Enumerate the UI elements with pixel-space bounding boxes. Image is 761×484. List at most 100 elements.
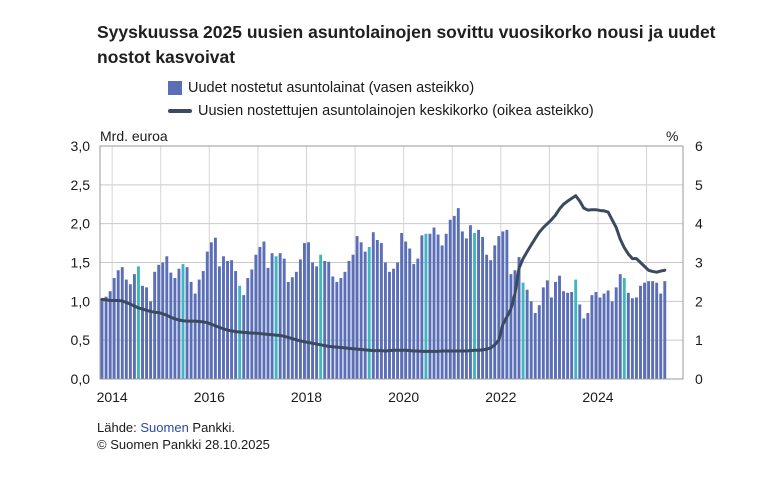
bar — [254, 254, 258, 379]
bar — [464, 238, 468, 379]
x-tick-label: 2014 — [97, 389, 128, 405]
bar — [149, 301, 153, 379]
legend-label-line: Uusien nostettujen asuntolainojen keskik… — [198, 103, 594, 119]
bar — [448, 219, 452, 379]
bar — [537, 305, 541, 379]
bar — [400, 232, 404, 379]
left-tick-label: 3,0 — [71, 138, 91, 154]
bar — [554, 281, 557, 379]
bar — [270, 253, 274, 379]
bar — [120, 267, 124, 379]
bar — [408, 248, 412, 379]
axes-layer: 0,0 0,5 1,0 1,5 2,0 2,5 3,0 0 1 2 3 4 5 6 2014 2016 2018… — [71, 138, 703, 405]
bar — [278, 253, 282, 379]
bar — [230, 260, 234, 379]
bar — [533, 312, 537, 379]
bar — [659, 293, 663, 379]
bar — [497, 236, 501, 379]
bar — [286, 281, 290, 379]
bar — [213, 237, 217, 379]
bar — [197, 279, 201, 379]
bar — [108, 291, 112, 379]
bar — [594, 292, 598, 379]
bar — [541, 287, 545, 379]
legend-item-line: Uusien nostettujen asuntolainojen keskik… — [168, 103, 594, 119]
bar — [132, 274, 136, 379]
bar — [217, 266, 221, 379]
right-tick-label: 0 — [695, 371, 703, 387]
bar — [246, 278, 250, 379]
source-label: Lähde: — [97, 420, 141, 435]
bar — [501, 231, 505, 379]
bar — [124, 279, 128, 379]
bar — [177, 268, 181, 379]
bar — [290, 277, 294, 379]
bar — [643, 282, 646, 379]
legend-swatch-line — [168, 109, 192, 113]
bar — [477, 229, 481, 379]
bar — [266, 267, 270, 379]
bar — [307, 242, 310, 379]
bar — [578, 304, 582, 379]
left-tick-label: 0,5 — [71, 332, 91, 348]
bar — [201, 271, 205, 379]
bar — [323, 260, 327, 379]
bar — [634, 297, 638, 379]
bar — [359, 242, 363, 379]
chart-title: Syyskuussa 2025 uusien asuntolainojen so… — [97, 22, 716, 67]
bar — [570, 292, 574, 379]
bar — [468, 225, 472, 379]
bar — [626, 292, 630, 379]
bar — [165, 256, 169, 379]
bar — [209, 242, 213, 379]
bar — [598, 297, 602, 379]
x-tick-label: 2024 — [582, 389, 613, 405]
bar — [416, 258, 420, 379]
rate-line — [100, 194, 667, 353]
bar — [420, 235, 424, 379]
bar — [545, 280, 549, 379]
bar — [343, 271, 347, 379]
bar — [141, 285, 144, 379]
bar — [618, 274, 622, 379]
bar — [367, 246, 371, 379]
x-tick-label: 2020 — [388, 389, 419, 405]
source-note: Lähde: Suomen Pankki. — [97, 420, 235, 435]
bar — [663, 281, 667, 379]
bar — [412, 264, 416, 379]
bar — [517, 257, 521, 379]
x-tick-label: 2018 — [291, 389, 322, 405]
bar — [432, 227, 436, 379]
bar — [614, 287, 618, 379]
bar — [647, 281, 651, 379]
bar — [169, 272, 173, 379]
bar — [436, 234, 440, 379]
bar — [404, 241, 408, 379]
bar — [651, 281, 655, 379]
right-tick-label: 4 — [695, 216, 703, 232]
bar — [250, 269, 254, 379]
bar — [302, 243, 306, 379]
bar — [622, 278, 626, 379]
right-tick-label: 2 — [695, 293, 703, 309]
bar — [311, 262, 315, 379]
bar — [347, 260, 351, 379]
bar — [185, 267, 189, 379]
bar — [388, 271, 391, 379]
bar — [460, 231, 464, 379]
bar — [355, 236, 359, 379]
bar — [327, 261, 331, 379]
bar — [513, 270, 517, 379]
bar — [339, 278, 343, 379]
legend-item-bars: Uudet nostetut asuntolainat (vasen astei… — [168, 80, 474, 96]
bar — [226, 260, 229, 379]
bar — [363, 251, 367, 379]
right-axis-unit: % — [666, 128, 679, 144]
bar — [298, 259, 302, 379]
bar — [234, 271, 238, 379]
bar — [590, 295, 594, 379]
copyright-note: © Suomen Pankki 28.10.2025 — [97, 437, 270, 452]
bar — [549, 297, 553, 379]
bar — [137, 266, 140, 379]
bar — [505, 229, 509, 379]
